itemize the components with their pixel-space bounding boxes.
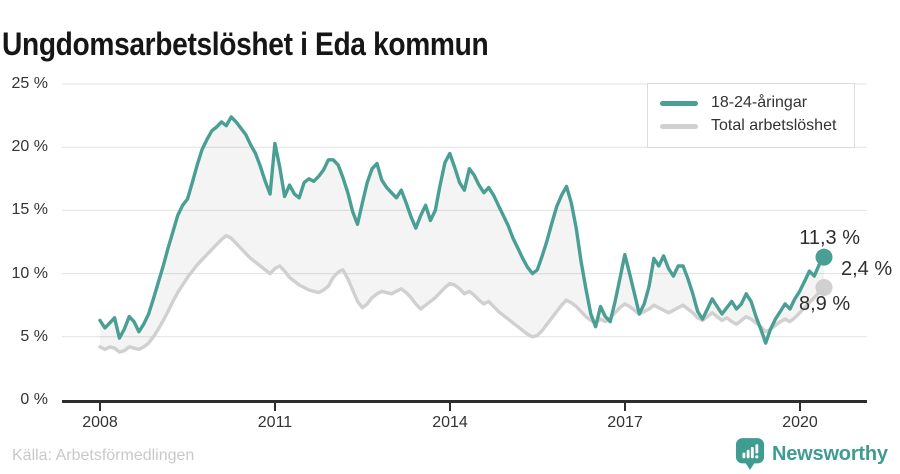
youth-latest-value-annotation: 11,3 % — [799, 227, 860, 249]
y-tick-label: 10 % — [11, 264, 48, 282]
newsworthy-branding: Newsworthy — [735, 437, 888, 471]
youth-line-swatch — [660, 100, 698, 106]
x-tick-label: 2020 — [782, 414, 818, 431]
x-tick-label: 2017 — [607, 414, 643, 431]
x-tick-label: 2011 — [257, 414, 293, 431]
youth-line — [98, 115, 826, 345]
newsworthy-pin-barchart-icon — [735, 438, 765, 470]
y-tick-label: 0 % — [20, 391, 48, 408]
total-latest-value-annotation: 8,9 % — [799, 293, 851, 315]
source-credit: Källa: Arbetsförmedlingen — [12, 447, 195, 464]
legend: 18-24-åringar Total arbetslöshet — [647, 83, 855, 148]
y-tick-label: 5 % — [20, 327, 48, 345]
y-tick-label: 15 % — [11, 201, 48, 219]
y-tick-label: 25 % — [11, 75, 48, 92]
legend-item-youth: 18-24-åringar — [648, 92, 854, 115]
newsworthy-wordmark: Newsworthy — [772, 442, 888, 465]
x-tick-label: 2014 — [432, 414, 468, 431]
youth-endpoint-dot — [815, 248, 833, 266]
difference-annotation: 2,4 % — [841, 258, 893, 280]
page-title: Ungdomsarbetslöshet i Eda kommun — [2, 26, 489, 63]
total-endpoint-dot — [815, 279, 833, 297]
legend-label: Total arbetslöshet — [711, 117, 837, 134]
x-tick-label: 2008 — [82, 414, 118, 431]
total-line-swatch — [660, 123, 698, 129]
legend-item-total: Total arbetslöshet — [648, 115, 854, 138]
y-tick-label: 20 % — [11, 138, 48, 156]
legend-label: 18-24-åringar — [711, 94, 808, 111]
